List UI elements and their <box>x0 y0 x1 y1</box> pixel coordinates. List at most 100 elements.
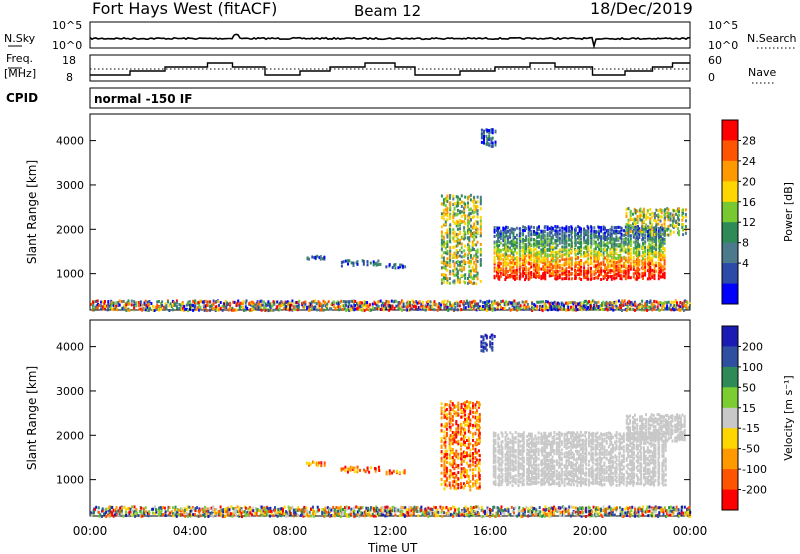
range-cell <box>580 252 583 256</box>
range-cell <box>522 256 525 260</box>
range-cell <box>463 254 466 258</box>
range-cell <box>668 511 671 515</box>
range-cell <box>127 507 130 510</box>
range-cell <box>615 272 618 276</box>
range-cell <box>449 212 452 216</box>
range-cell <box>479 307 482 310</box>
range-cell <box>600 247 603 251</box>
range-cell <box>362 307 365 311</box>
range-cell <box>460 268 463 272</box>
range-cell <box>616 506 618 510</box>
range-cell <box>554 270 557 273</box>
range-cell <box>454 514 457 518</box>
range-cell <box>551 269 554 273</box>
range-cell <box>480 128 483 132</box>
range-cell <box>201 513 204 517</box>
range-cell <box>525 227 528 231</box>
range-cell <box>225 513 228 517</box>
range-cell <box>627 267 630 271</box>
range-cell <box>207 509 210 513</box>
range-cell <box>602 253 605 257</box>
range-cell <box>620 277 623 281</box>
range-cell <box>524 242 526 246</box>
range-cell <box>440 247 443 251</box>
range-cell <box>565 267 568 271</box>
nsky-label: N.Sky <box>4 32 36 45</box>
range-cell <box>554 246 557 250</box>
range-cell <box>446 197 449 201</box>
range-cell <box>672 213 675 217</box>
range-cell <box>472 299 475 303</box>
range-cell <box>543 266 546 270</box>
range-cell <box>550 235 553 239</box>
range-cell <box>480 505 483 509</box>
range-cell <box>460 214 463 218</box>
range-cell <box>620 237 623 241</box>
range-cell <box>525 235 528 239</box>
range-cell <box>122 514 125 518</box>
range-cell <box>487 508 490 512</box>
range-cell <box>270 509 273 513</box>
range-cell <box>442 506 444 510</box>
range-cell <box>467 195 469 199</box>
range-cell <box>684 511 687 515</box>
range-cell <box>323 463 326 467</box>
range-cell <box>570 505 573 509</box>
range-cell <box>622 301 625 305</box>
range-cell <box>443 299 446 303</box>
range-cell <box>448 461 451 465</box>
range-cell <box>607 245 610 249</box>
range-cell <box>645 213 648 217</box>
cpid-text: normal -150 IF <box>94 92 192 106</box>
range-cell <box>105 507 108 511</box>
range-cell <box>623 264 626 268</box>
range-cell <box>528 276 531 280</box>
range-cell <box>635 249 638 253</box>
range-cell <box>657 302 660 305</box>
range-cell <box>443 465 446 469</box>
range-cell <box>602 234 605 238</box>
range-cell <box>538 250 540 254</box>
range-cell <box>619 303 621 307</box>
range-cell <box>509 275 512 279</box>
range-cell <box>467 507 469 511</box>
range-cell <box>459 268 461 272</box>
range-cell <box>124 305 127 309</box>
range-cell <box>279 304 282 308</box>
range-cell <box>309 305 312 309</box>
range-cell <box>682 301 685 305</box>
range-cell <box>634 246 637 250</box>
range-cell <box>681 225 684 229</box>
range-cell <box>476 220 479 224</box>
range-cell <box>133 509 136 513</box>
range-cell <box>609 259 612 263</box>
range-cell <box>613 244 616 248</box>
range-cell <box>608 505 611 509</box>
range-cell <box>390 307 393 311</box>
range-cell <box>547 306 549 310</box>
range-cell <box>646 300 649 303</box>
range-cell <box>303 510 306 514</box>
range-cell <box>258 307 261 311</box>
range-cell <box>444 273 447 277</box>
range-cell <box>570 258 573 262</box>
range-cell <box>635 242 638 246</box>
range-cell <box>580 259 583 262</box>
range-cell <box>598 236 601 240</box>
range-cell <box>334 514 336 518</box>
range-cell <box>118 512 121 516</box>
range-cell <box>133 512 136 516</box>
range-cell <box>333 305 336 309</box>
range-cell <box>584 233 587 237</box>
range-cell <box>385 511 388 515</box>
range-cell <box>386 505 389 509</box>
range-cell <box>555 508 558 512</box>
range-cell <box>568 253 571 257</box>
range-cell <box>463 237 466 241</box>
range-cell <box>540 258 543 262</box>
range-cell <box>587 231 590 234</box>
range-cell <box>280 507 283 511</box>
range-cell <box>583 276 586 280</box>
range-cell <box>524 510 526 514</box>
range-cell <box>619 267 622 271</box>
